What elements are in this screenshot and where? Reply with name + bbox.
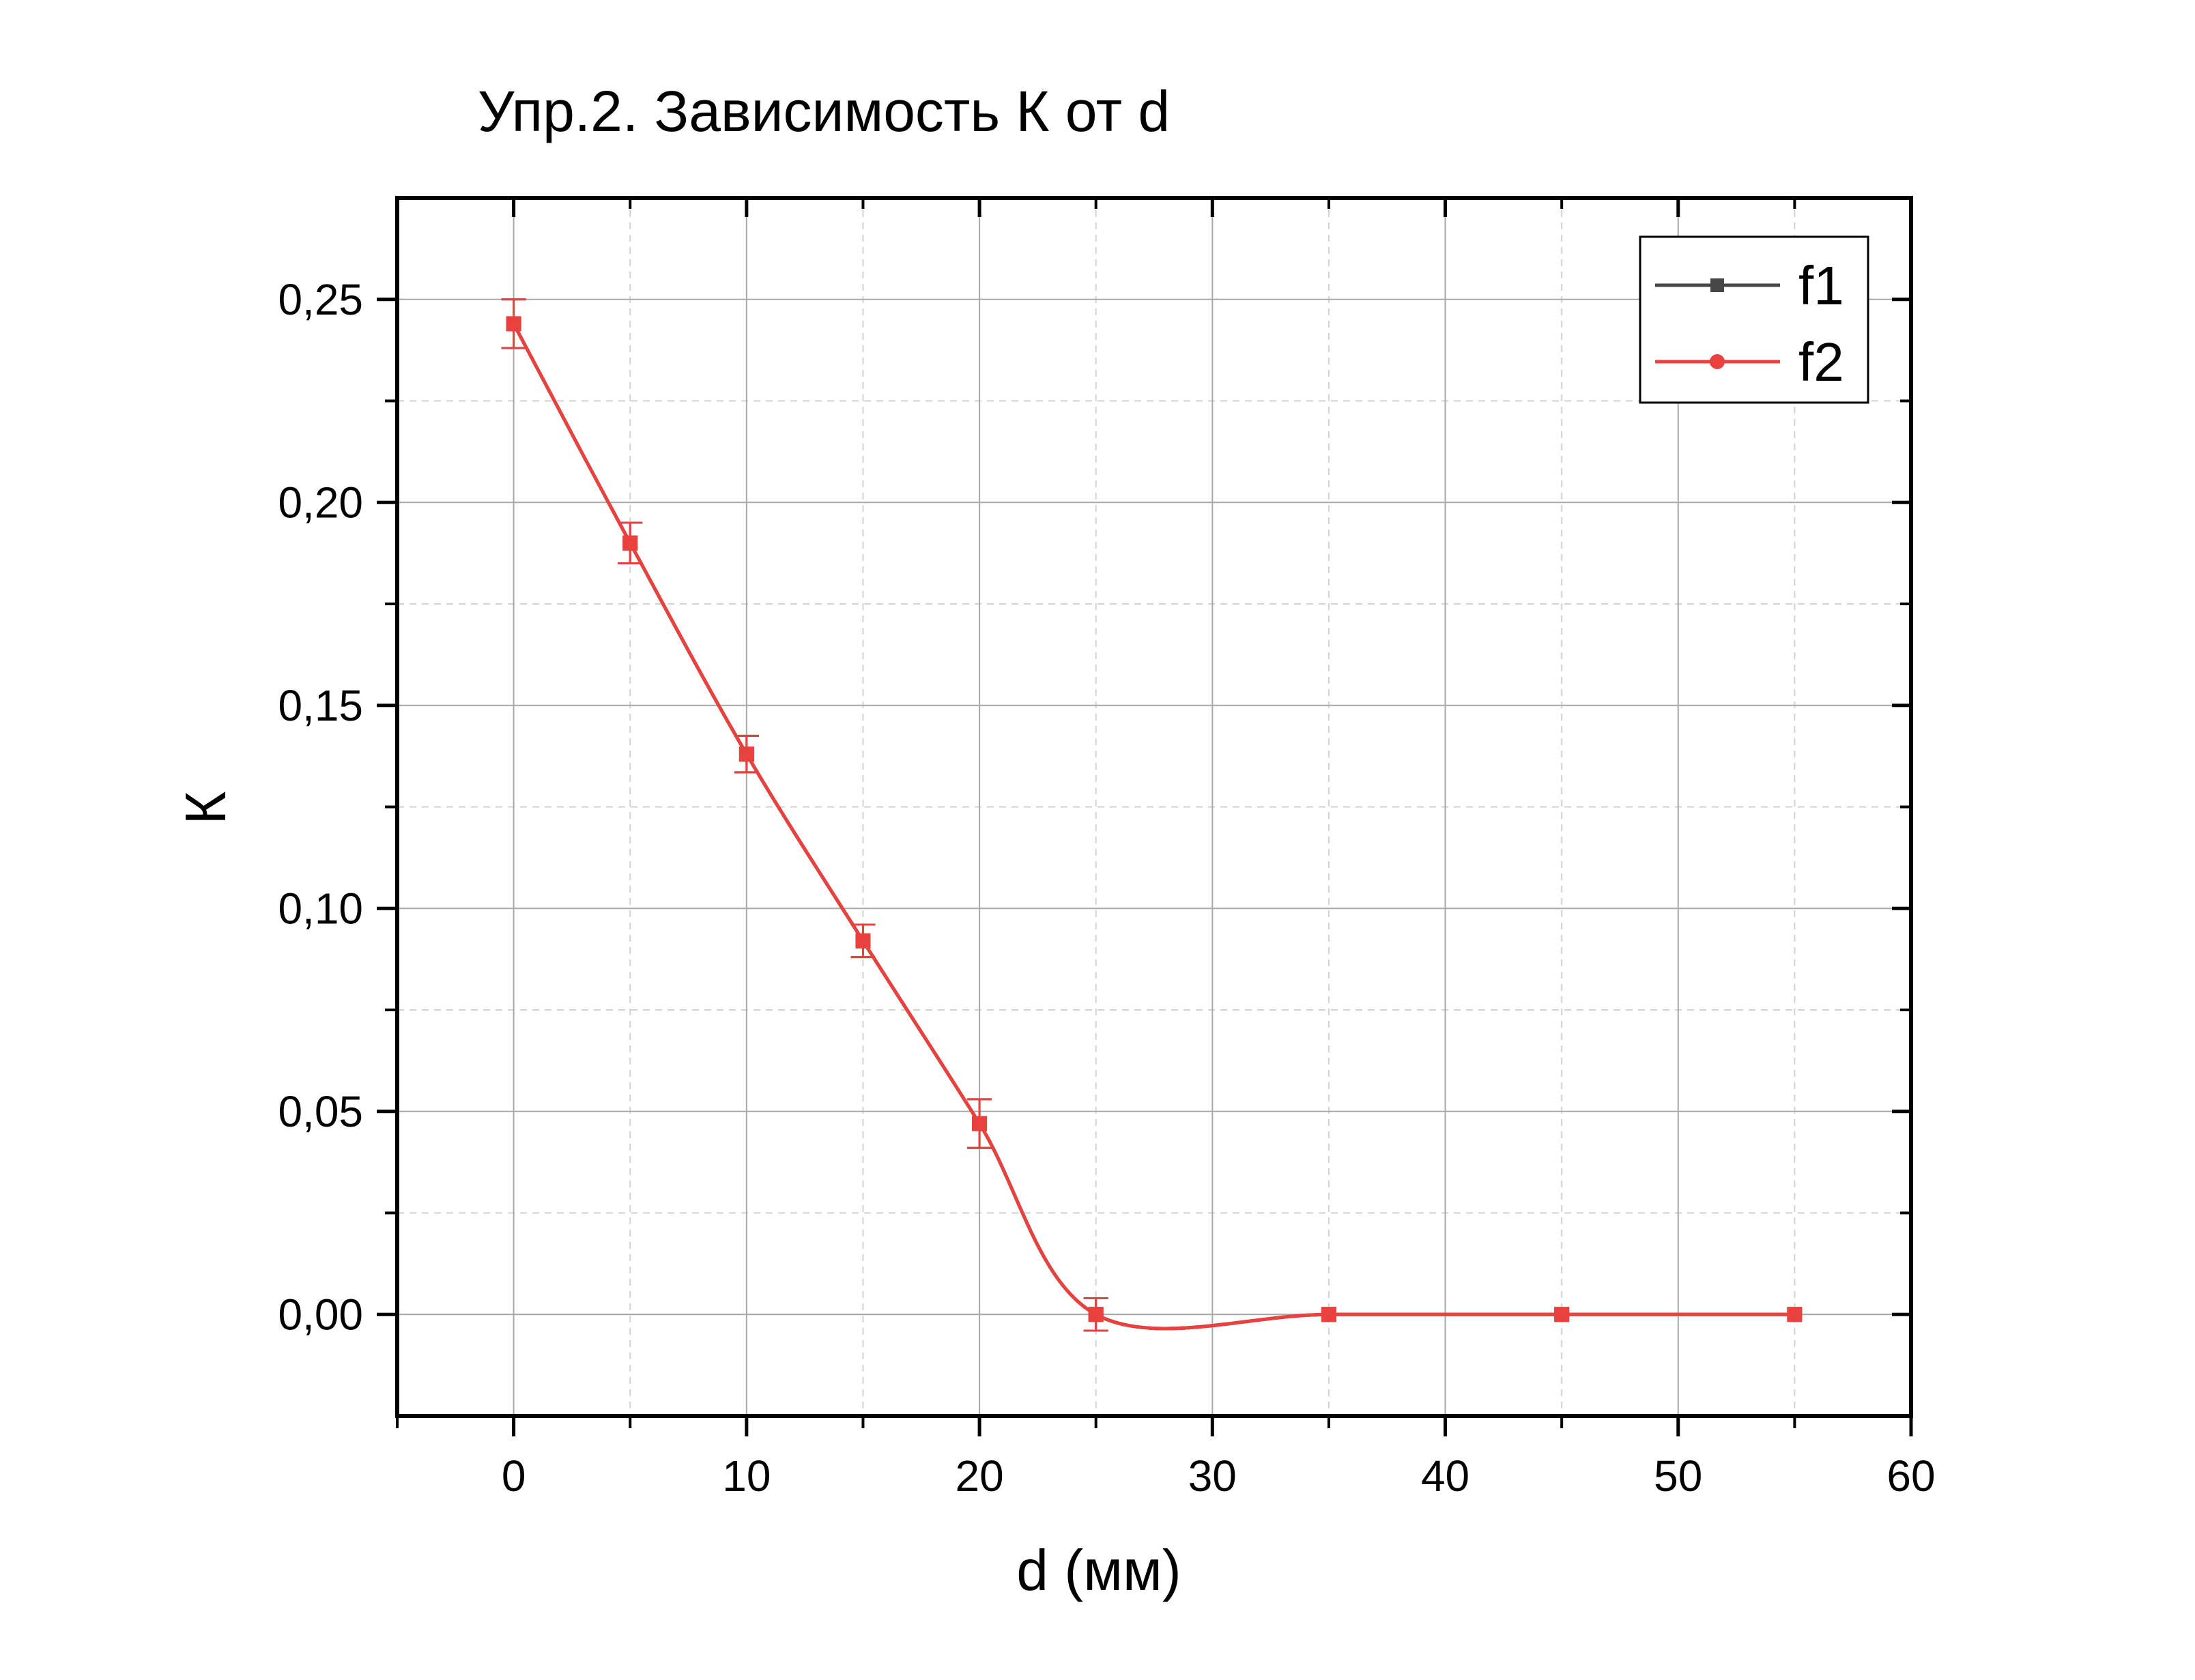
data-point-f2 — [1554, 1307, 1570, 1322]
data-point-f2 — [1321, 1307, 1336, 1322]
data-point-f2 — [738, 747, 754, 762]
x-tick-label: 0 — [502, 1451, 526, 1501]
legend-label-f2: f2 — [1798, 332, 1844, 392]
data-point-f2 — [1787, 1307, 1803, 1322]
y-tick-label: 0,15 — [278, 681, 363, 730]
x-tick-label: 60 — [1886, 1451, 1935, 1501]
x-tick-label: 10 — [722, 1451, 771, 1501]
y-tick-label: 0,10 — [278, 884, 363, 933]
y-tick-label: 0,00 — [278, 1290, 363, 1339]
chart-title: Упр.2. Зависимость К от d — [478, 79, 1170, 143]
data-point-f2 — [972, 1116, 988, 1131]
plot-area — [501, 298, 1803, 1332]
axes: 0 10 20 30 40 50 60 0,00 0,05 0,10 0,15 0,20 0,25 — [278, 196, 1936, 1501]
x-tick-label: 30 — [1188, 1451, 1237, 1501]
series-line-f1 — [512, 323, 1795, 1331]
data-point-f2 — [622, 535, 638, 551]
y-tick-label: 0,25 — [278, 275, 363, 324]
data-point-f2 — [506, 316, 521, 332]
y-tick-label: 0,05 — [278, 1087, 363, 1136]
data-point-f2 — [1088, 1307, 1104, 1322]
y-axis-label: К — [173, 791, 238, 824]
y-tick-label: 0,20 — [278, 478, 363, 527]
legend-box — [1639, 235, 1869, 404]
x-tick-label: 40 — [1421, 1451, 1469, 1501]
x-axis-label: d (мм) — [1016, 1538, 1181, 1602]
x-tick-label: 50 — [1654, 1451, 1702, 1501]
legend-marker-f1 — [1710, 278, 1724, 292]
x-tick-label: 20 — [955, 1451, 1003, 1501]
data-point-f2 — [855, 933, 871, 948]
legend-marker-f2 — [1710, 354, 1725, 369]
legend-label-f1: f1 — [1798, 255, 1844, 316]
series-line-f2 — [512, 323, 1795, 1331]
